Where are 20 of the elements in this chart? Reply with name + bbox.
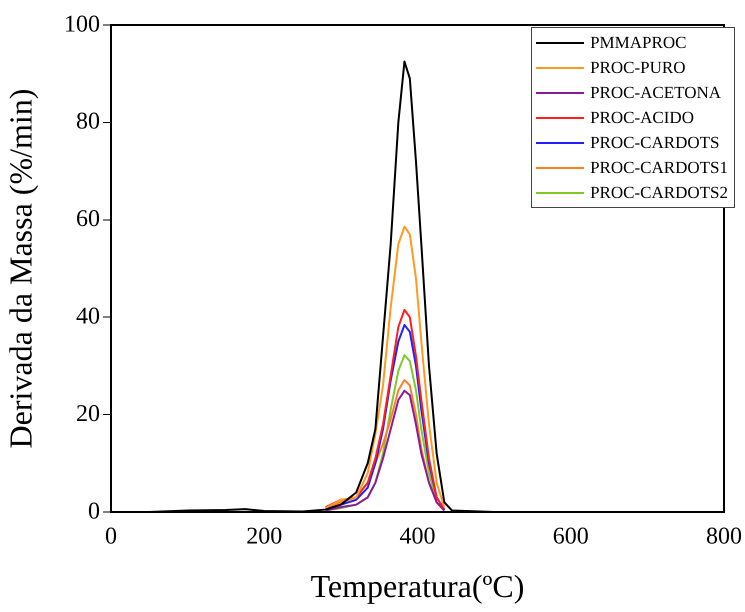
legend-label: PROC-CARDOTS [590, 132, 720, 154]
y-axis-title: Derivada da Massa (%/min) [2, 88, 39, 448]
y-tick-label: 20 [76, 400, 100, 427]
legend-label: PROC-CARDOTS1 [590, 157, 728, 179]
legend-label: PROC-ACETONA [590, 82, 722, 104]
legend-label: PMMAPROC [590, 32, 686, 54]
legend-label: PROC-PURO [590, 57, 686, 79]
legend-label: PROC-ACIDO [590, 107, 694, 129]
y-tick-label: 0 [88, 498, 100, 524]
y-tick-label: 80 [76, 108, 100, 135]
x-tick-label: 0 [105, 524, 117, 550]
x-tick-label: 800 [706, 524, 742, 550]
x-axis-title: Temperatura(ºC) [310, 568, 524, 604]
x-tick-label: 400 [400, 524, 436, 550]
x-tick-label: 200 [246, 524, 282, 550]
y-tick-label: 60 [76, 206, 100, 232]
legend-label: PROC-CARDOTS2 [590, 182, 728, 204]
x-tick-label: 600 [552, 524, 589, 550]
y-tick-label: 40 [76, 303, 100, 330]
y-tick-label: 100 [64, 11, 100, 38]
